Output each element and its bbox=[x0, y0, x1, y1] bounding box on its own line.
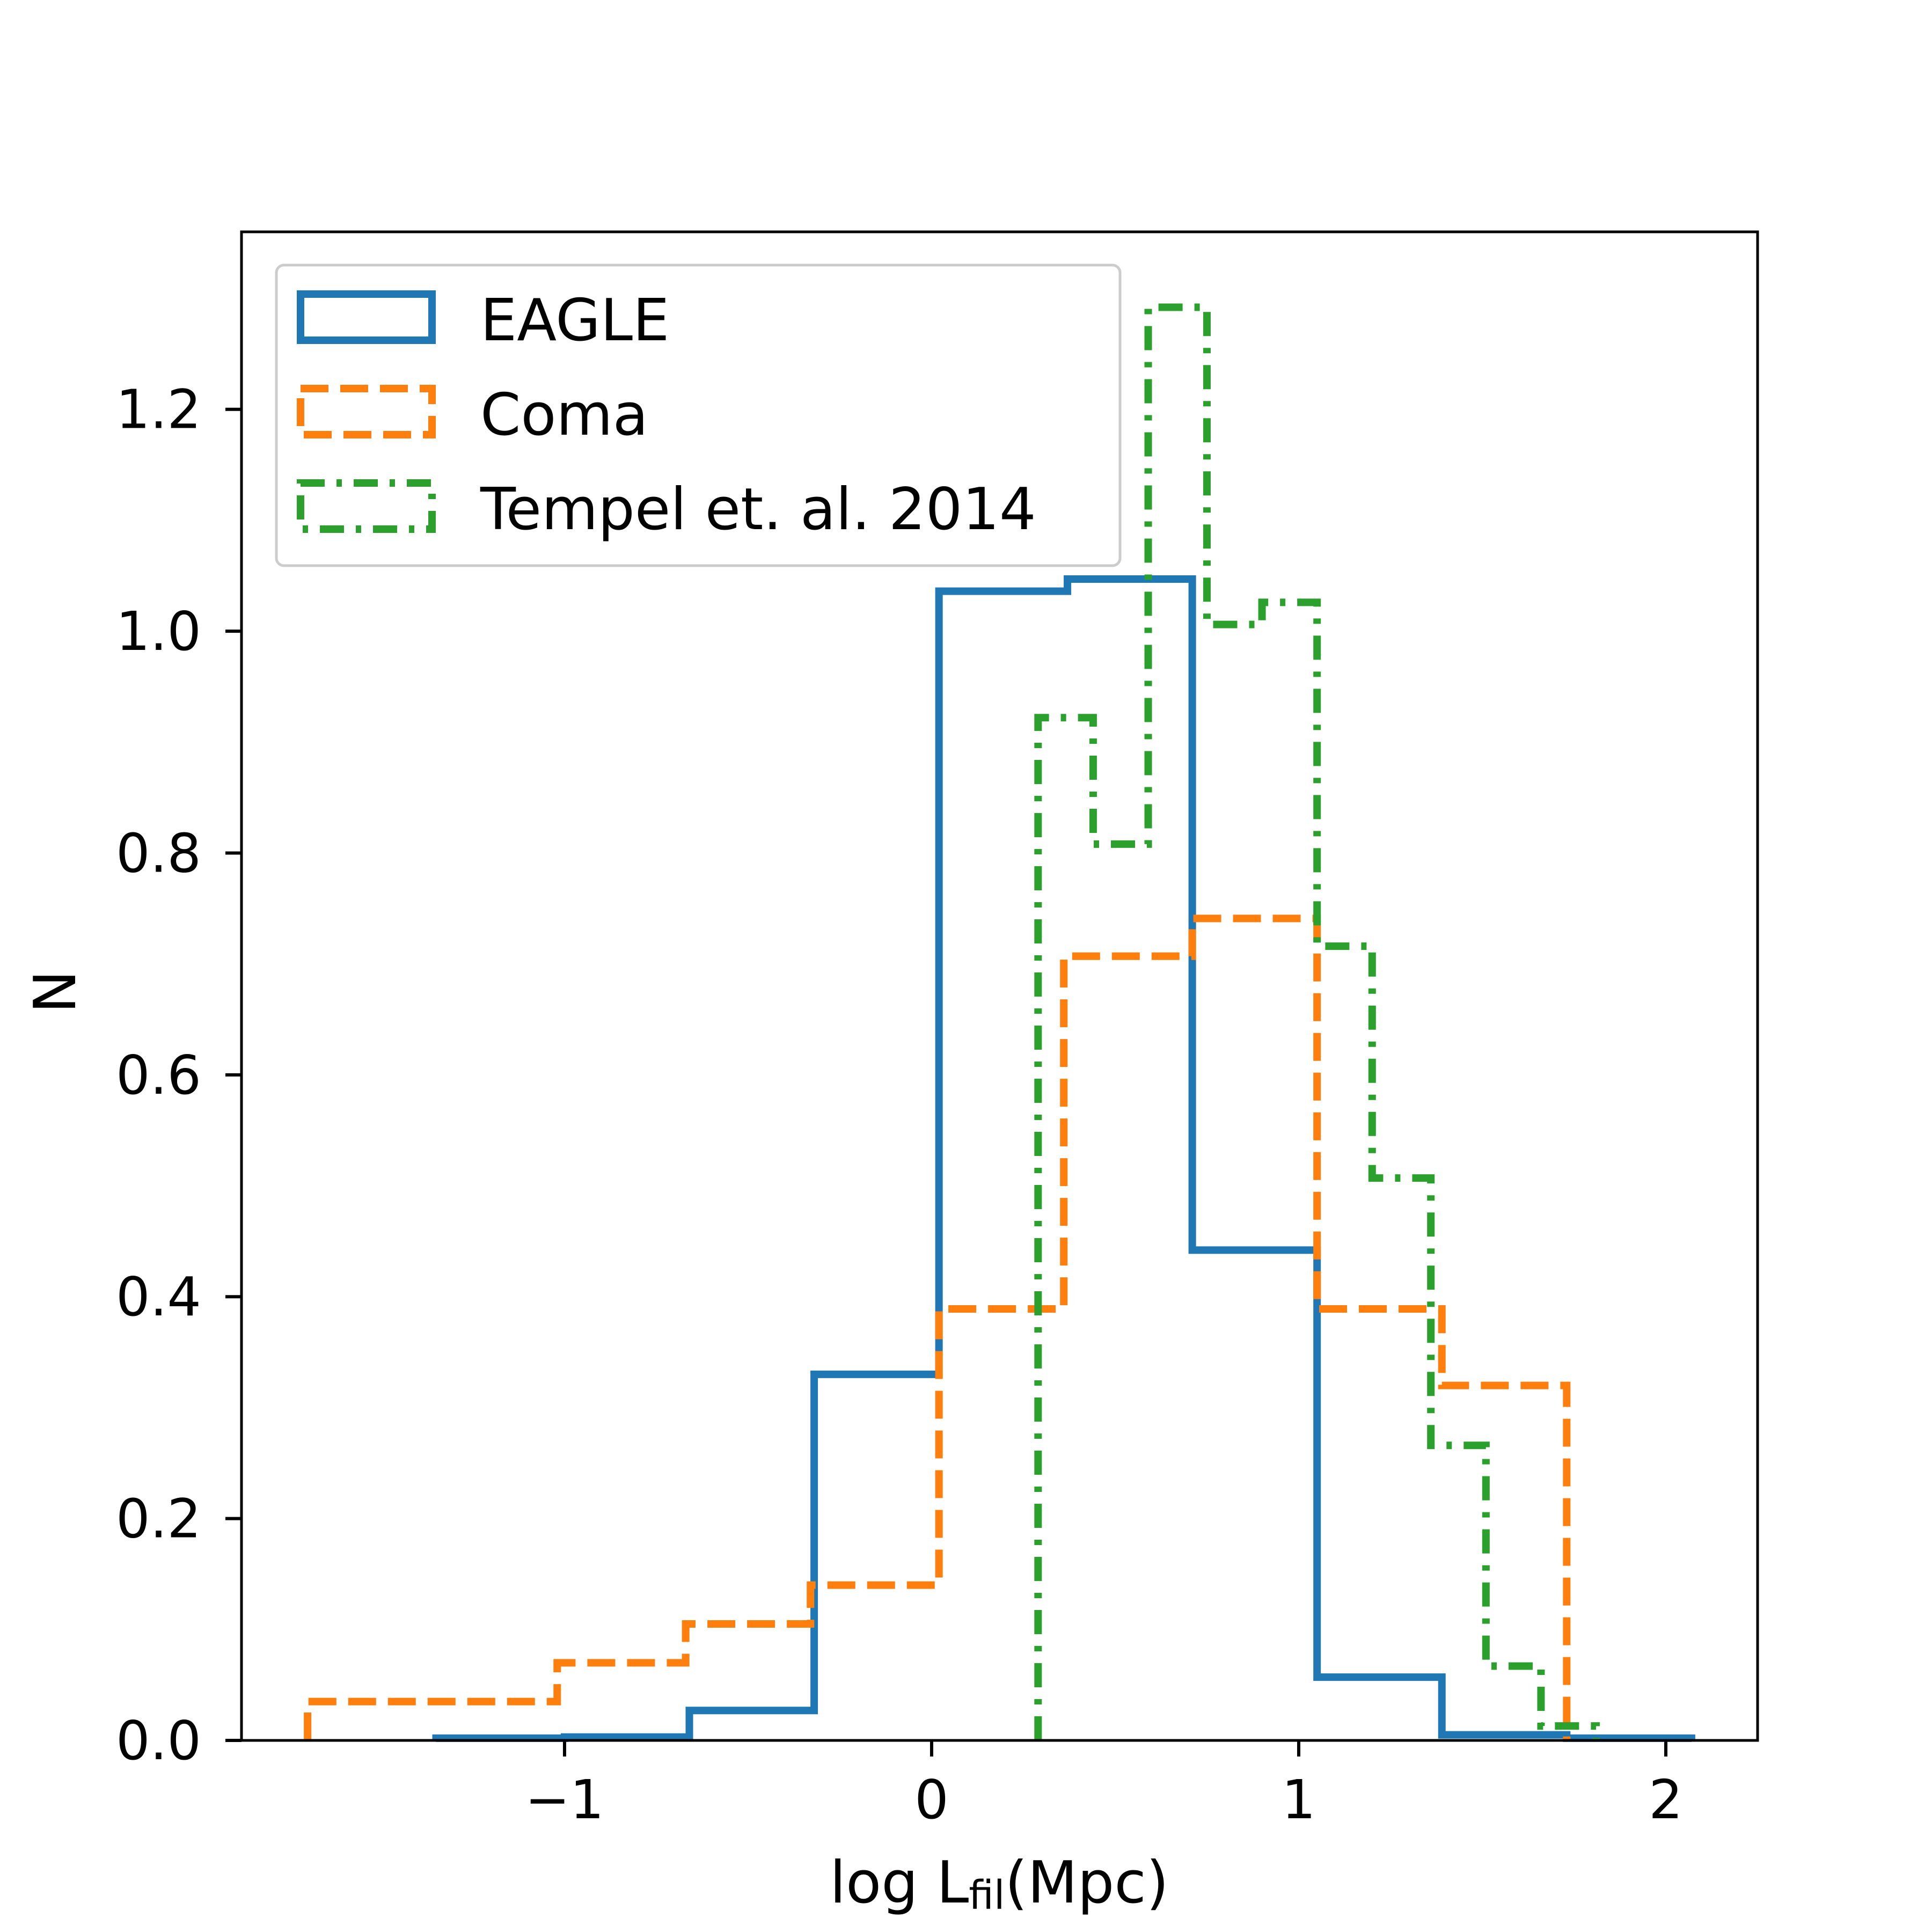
x-axis-label-suffix: (Mpc) bbox=[1005, 1849, 1168, 1916]
x-axis-label-main: log L bbox=[830, 1849, 969, 1916]
histogram-series-0 bbox=[432, 575, 1695, 1742]
plot-frame bbox=[240, 230, 1759, 1742]
legend-frame bbox=[275, 264, 1122, 567]
y-tick-label: 1.2 bbox=[116, 378, 201, 441]
x-tick-label: 1 bbox=[1282, 1768, 1316, 1831]
y-tick-label: 1.0 bbox=[116, 600, 201, 663]
y-axis: 0.0 0.2 0.4 0.6 0.8 1.0 1.2 bbox=[116, 378, 241, 1772]
y-tick-label: 0.6 bbox=[116, 1044, 201, 1107]
x-tick-label: −1 bbox=[525, 1768, 604, 1831]
legend-swatch-coma bbox=[297, 385, 436, 438]
legend-label-coma: Coma bbox=[480, 382, 648, 449]
y-axis-label: N bbox=[22, 970, 89, 1014]
x-tick-label: 2 bbox=[1649, 1768, 1683, 1831]
y-tick-label: 0.8 bbox=[116, 822, 201, 884]
legend-swatch-tempel bbox=[297, 479, 436, 533]
legend: EAGLE Coma Tempel et. al. 2014 bbox=[275, 264, 1122, 567]
legend-label-tempel: Tempel et. al. 2014 bbox=[480, 476, 1036, 543]
histogram-series-1 bbox=[304, 914, 1571, 1740]
series-layer bbox=[304, 303, 1695, 1742]
x-tick-label: 0 bbox=[914, 1768, 949, 1831]
legend-swatch-eagle bbox=[297, 290, 436, 344]
x-axis-label-subscript: fil bbox=[969, 1872, 1005, 1919]
x-axis: −1 0 1 2 bbox=[525, 1740, 1683, 1831]
x-axis-label: log Lfil(Mpc) bbox=[830, 1849, 1169, 1919]
legend-label-eagle: EAGLE bbox=[480, 287, 669, 354]
y-tick-label: 0.2 bbox=[116, 1488, 201, 1550]
y-tick-label: 0.4 bbox=[116, 1265, 201, 1328]
y-tick-label: 0.0 bbox=[116, 1709, 201, 1772]
histogram-series-2 bbox=[1034, 303, 1600, 1740]
